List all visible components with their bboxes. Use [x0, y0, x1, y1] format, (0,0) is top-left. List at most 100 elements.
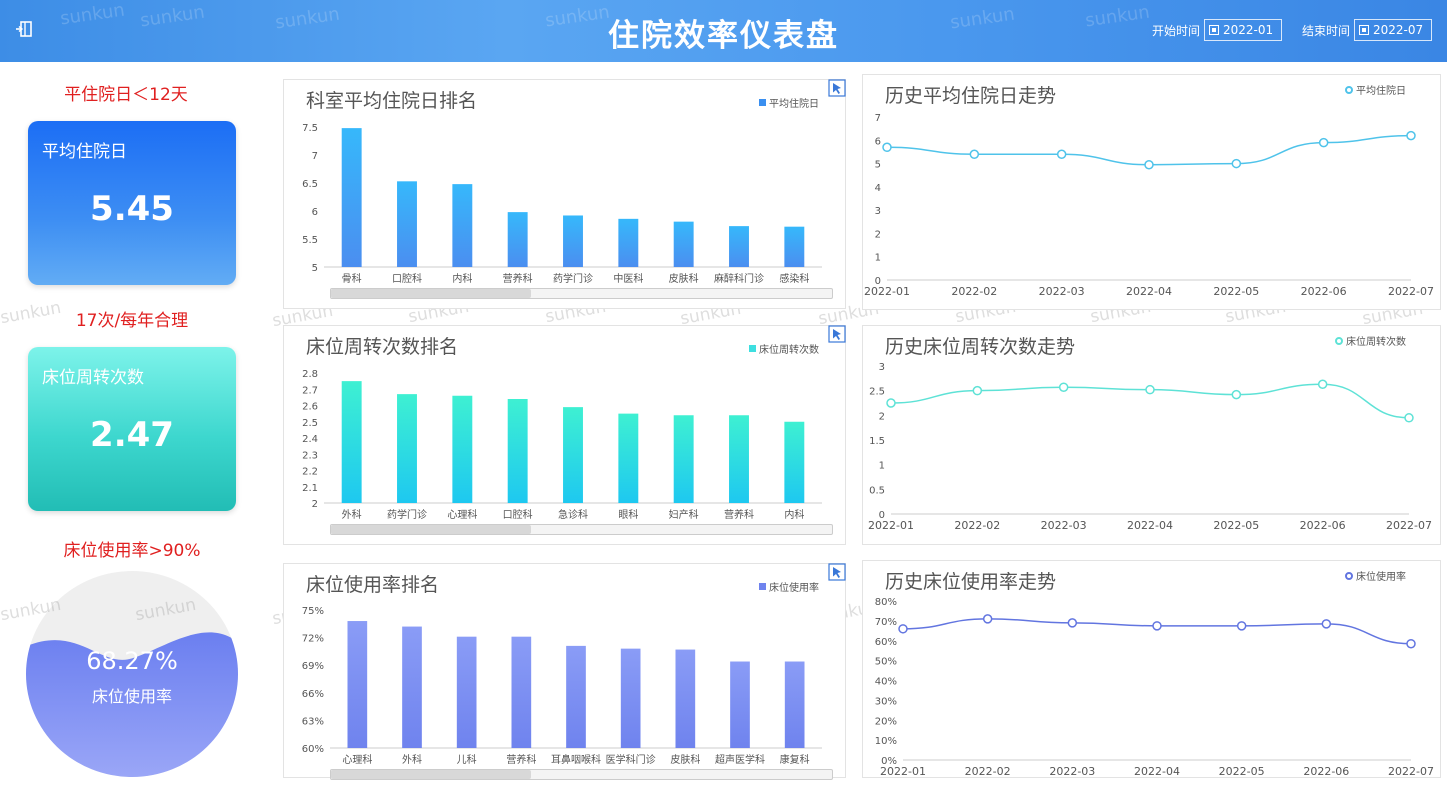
chart-title: 历史床位周转次数走势 — [885, 336, 1076, 358]
scrollbar-thumb[interactable] — [331, 770, 532, 779]
x-tick-label: 2022-04 — [1127, 519, 1173, 532]
chart-legend[interactable]: 床位周转次数 — [1335, 333, 1406, 348]
x-tick-label: 2022-05 — [1213, 519, 1259, 532]
x-tick-label: 2022-07 — [1386, 519, 1432, 532]
x-tick-label: 2022-07 — [1388, 285, 1434, 298]
x-tick-label: 2022-03 — [1039, 285, 1085, 298]
y-tick-label: 7.5 — [302, 123, 318, 134]
bar — [729, 226, 749, 267]
x-tick-label: 药学门诊 — [387, 508, 427, 521]
chart-legend[interactable]: 平均住院日 — [759, 95, 819, 110]
data-point — [1231, 158, 1242, 169]
x-tick-label: 骨科 — [342, 272, 362, 285]
data-point — [1144, 159, 1154, 170]
x-tick-label: 2022-06 — [1301, 285, 1347, 298]
turnover-target-note: 17次/每年合理 — [75, 311, 189, 331]
y-tick-label: 6.5 — [302, 179, 318, 190]
bar — [397, 181, 417, 267]
turnover-value: 2.47 — [90, 415, 174, 455]
cursor-select-icon[interactable] — [828, 325, 846, 343]
legend-label: 床位周转次数 — [1346, 337, 1406, 348]
dashboard-header: sunkun sunkun sunkun sunkun sunkun sunku… — [0, 0, 1447, 62]
data-point — [1236, 621, 1247, 631]
start-date-picker[interactable]: 2022-01 — [1204, 19, 1283, 41]
y-tick-label: 60% — [302, 744, 324, 755]
legend-swatch — [1345, 85, 1353, 94]
cursor-select-icon[interactable] — [828, 563, 846, 581]
end-date-group: 结束时间 2022-07 — [1302, 19, 1433, 41]
data-point — [969, 149, 980, 160]
data-point — [882, 142, 892, 153]
chart-scrollbar[interactable] — [330, 769, 833, 780]
data-point — [1056, 149, 1067, 160]
cursor-select-icon[interactable] — [828, 79, 846, 97]
data-point — [1404, 413, 1414, 423]
y-tick-label: 3 — [875, 206, 881, 217]
bar — [729, 415, 749, 503]
x-tick-label: 内科 — [452, 272, 472, 285]
chart-legend[interactable]: 床位使用率 — [1345, 568, 1406, 583]
data-point — [1406, 638, 1416, 649]
stay-target-note: 平住院日＜12天 — [64, 85, 188, 105]
y-tick-label: 4 — [875, 183, 881, 194]
x-tick-label: 内科 — [784, 508, 804, 521]
bar — [784, 421, 805, 503]
data-point — [1321, 619, 1332, 629]
chart-svg: 0 1 2 3 4 5 6 7 2022-01 2022-02 2022-03 2022-04 2022… — [864, 113, 1434, 298]
legend-swatch — [1335, 336, 1343, 345]
data-point — [1231, 389, 1242, 400]
sidebar-toggle-icon[interactable] — [14, 19, 36, 41]
usage-trend-panel: 历史床位使用率走势 床位使用率 0% 10% 20% 30% 40% 50% 60% 70% 80%… — [862, 560, 1441, 778]
y-tick-label: 2.4 — [302, 434, 318, 445]
y-tick-label: 40% — [875, 677, 897, 688]
bar — [730, 661, 750, 748]
y-tick-label: 2 — [879, 411, 885, 422]
y-tick-label: 2.2 — [302, 467, 318, 478]
y-tick-label: 6 — [875, 136, 881, 147]
x-tick-label: 儿科 — [457, 753, 477, 766]
chart-title: 床位周转次数排名 — [306, 336, 459, 358]
x-tick-label: 皮肤科 — [669, 272, 699, 285]
x-tick-label: 外科 — [402, 753, 422, 766]
chart-scrollbar[interactable] — [330, 524, 833, 535]
chart-legend[interactable]: 平均住院日 — [1345, 82, 1406, 97]
x-tick-label: 2022-02 — [954, 519, 1000, 532]
y-tick-label: 2.8 — [302, 369, 318, 380]
chart-legend[interactable]: 床位使用率 — [759, 579, 819, 594]
chart-scrollbar[interactable] — [330, 288, 833, 299]
scrollbar-thumb[interactable] — [331, 289, 532, 298]
bar — [456, 636, 477, 748]
bar — [784, 226, 805, 267]
x-tick-label: 2022-04 — [1134, 765, 1180, 777]
y-tick-label: 2.1 — [302, 483, 318, 494]
avg-stay-value: 5.45 — [90, 189, 174, 229]
y-tick-label: 63% — [302, 716, 324, 727]
data-point — [1318, 137, 1329, 148]
chart-legend[interactable]: 床位周转次数 — [749, 341, 819, 356]
legend-label: 床位周转次数 — [759, 345, 819, 356]
x-tick-label: 2022-01 — [880, 765, 926, 777]
bar — [675, 649, 696, 748]
avg-stay-label: 平均住院日 — [42, 142, 127, 162]
data-point — [1058, 382, 1069, 392]
x-tick-label: 心理科 — [342, 753, 372, 766]
y-tick-label: 66% — [302, 689, 324, 700]
x-tick-label: 2022-01 — [868, 519, 914, 532]
x-tick-label: 感染科 — [779, 272, 809, 285]
x-tick-label: 2022-05 — [1219, 765, 1265, 777]
y-tick-label: 1 — [879, 461, 885, 472]
y-tick-label: 2.5 — [869, 387, 885, 398]
turnover-label: 床位周转次数 — [42, 368, 144, 388]
end-date-picker[interactable]: 2022-07 — [1354, 19, 1433, 41]
x-tick-label: 2022-04 — [1126, 285, 1172, 298]
x-tick-label: 耳鼻咽喉科 — [551, 753, 601, 766]
x-tick-label: 营养科 — [506, 753, 536, 766]
chart-title: 历史平均住院日走势 — [885, 85, 1057, 107]
y-tick-label: 5 — [312, 263, 318, 274]
gauge-wave — [26, 632, 238, 777]
scrollbar-thumb[interactable] — [331, 525, 532, 534]
bar — [673, 415, 694, 503]
bar — [452, 184, 473, 267]
usage-target-note: 床位使用率>90% — [63, 541, 201, 561]
y-tick-label: 0 — [879, 510, 885, 521]
